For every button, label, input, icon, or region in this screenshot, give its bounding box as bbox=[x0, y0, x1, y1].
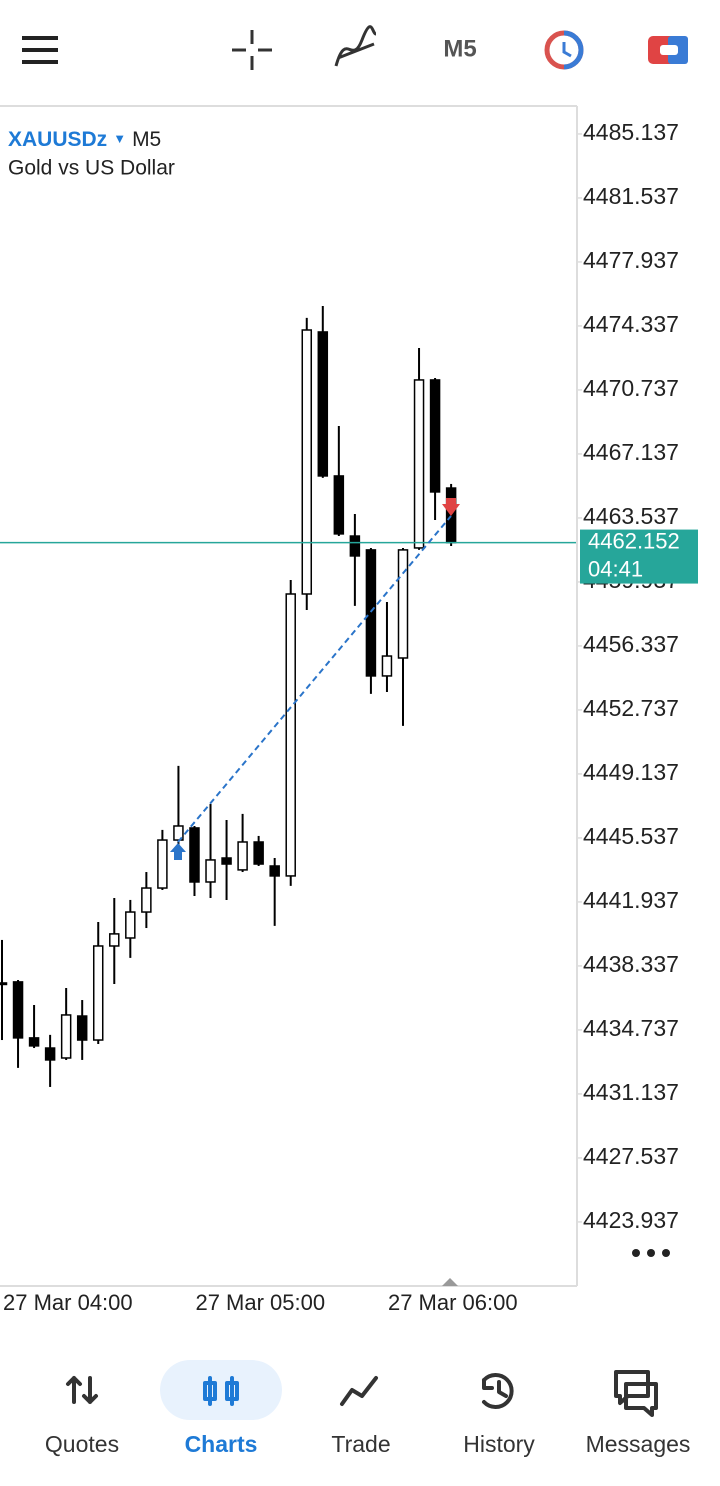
timeframe: M5 bbox=[132, 128, 161, 151]
candle-body bbox=[317, 331, 329, 477]
scroll-marker bbox=[442, 1278, 458, 1286]
bar-countdown: 04:41 bbox=[588, 556, 643, 581]
candle-body bbox=[157, 839, 168, 889]
dropdown-arrow: ▼ bbox=[113, 131, 126, 146]
y-tick-label: 4456.337 bbox=[583, 631, 679, 657]
nav-active-pill bbox=[160, 1360, 282, 1420]
menu-button[interactable] bbox=[22, 36, 58, 64]
candle-body bbox=[109, 933, 120, 947]
candle-body bbox=[381, 655, 393, 677]
x-tick-label: 27 Mar 06:00 bbox=[388, 1290, 518, 1315]
y-tick-label: 4427.537 bbox=[583, 1143, 679, 1169]
nav-label: Messages bbox=[586, 1431, 691, 1457]
candle-body bbox=[349, 535, 361, 557]
nav-item[interactable]: Quotes bbox=[45, 1376, 119, 1457]
chart[interactable]: 4485.137 4481.537 4477.937 4474.337 4470.737… bbox=[0, 119, 698, 1315]
candle-body bbox=[397, 549, 409, 659]
y-tick-label: 4463.537 bbox=[583, 503, 679, 529]
y-tick-label: 4441.937 bbox=[583, 887, 679, 913]
candle-body bbox=[253, 841, 264, 865]
y-tick-label: 4423.937 bbox=[583, 1207, 679, 1233]
buy-arrow bbox=[170, 843, 186, 860]
candle-body bbox=[269, 865, 280, 877]
candle-body bbox=[301, 329, 313, 595]
nav-icon bbox=[614, 1370, 658, 1417]
candle-body bbox=[413, 379, 425, 549]
y-tick-label: 4467.137 bbox=[583, 439, 679, 465]
nav-item[interactable]: Messages bbox=[586, 1370, 691, 1457]
nav-label: Quotes bbox=[45, 1431, 119, 1457]
y-tick-label: 4445.537 bbox=[583, 823, 679, 849]
x-tick-label: 27 Mar 04:00 bbox=[3, 1290, 133, 1315]
candle-body bbox=[333, 475, 345, 535]
y-tick-label: 4452.737 bbox=[583, 695, 679, 721]
trade-link bbox=[177, 515, 452, 843]
bottom-nav: Quotes Charts Trade History Messages bbox=[45, 1360, 690, 1457]
y-tick-label: 4434.737 bbox=[583, 1015, 679, 1041]
trade-panel-button[interactable] bbox=[648, 36, 688, 64]
y-tick-label: 4449.137 bbox=[583, 759, 679, 785]
candle-body bbox=[12, 981, 24, 1039]
symbol-description: Gold vs US Dollar bbox=[8, 157, 175, 180]
symbol-header[interactable]: XAUUSDz ▼ M5 bbox=[8, 128, 161, 151]
candle-body bbox=[285, 593, 296, 877]
current-price-box bbox=[580, 529, 698, 584]
candle-body bbox=[141, 887, 152, 913]
candle-body bbox=[44, 1047, 56, 1061]
candle-body bbox=[429, 379, 441, 493]
y-tick-label: 4431.137 bbox=[583, 1079, 679, 1105]
candle-body bbox=[60, 1014, 72, 1059]
symbol[interactable]: XAUUSDz bbox=[8, 128, 107, 151]
candle-body bbox=[189, 827, 200, 883]
more-button[interactable] bbox=[632, 1249, 670, 1257]
candle-body bbox=[237, 841, 248, 871]
candle-body bbox=[221, 857, 232, 865]
candle-body bbox=[28, 1037, 40, 1047]
nav-item[interactable]: History bbox=[463, 1373, 535, 1457]
crosshair-button[interactable] bbox=[232, 30, 272, 70]
y-tick-label: 4477.937 bbox=[583, 247, 679, 273]
x-tick-label: 27 Mar 05:00 bbox=[195, 1290, 325, 1315]
candle-body bbox=[0, 982, 8, 986]
timeframe-button[interactable]: M5 bbox=[443, 35, 476, 62]
sell-arrow bbox=[442, 498, 460, 516]
y-tick-label: 4474.337 bbox=[583, 311, 679, 337]
candle-body bbox=[76, 1015, 88, 1041]
candle-body bbox=[125, 911, 136, 939]
nav-icon bbox=[340, 1376, 378, 1406]
nav-label: History bbox=[463, 1431, 535, 1457]
candle-body bbox=[92, 945, 104, 1041]
nav-icon bbox=[482, 1373, 514, 1409]
y-tick-label: 4485.137 bbox=[583, 119, 679, 145]
candle-body bbox=[365, 549, 377, 677]
nav-icon bbox=[203, 1376, 239, 1406]
current-price-label: 4462.152 bbox=[588, 528, 680, 553]
nav-label: Charts bbox=[185, 1431, 258, 1457]
nav-icon bbox=[66, 1376, 98, 1404]
nav-label: Trade bbox=[331, 1431, 390, 1457]
candle-body bbox=[205, 859, 216, 883]
nav-item[interactable]: Trade bbox=[331, 1376, 391, 1457]
nav-item[interactable]: Charts bbox=[160, 1360, 282, 1457]
y-tick-label: 4481.537 bbox=[583, 183, 679, 209]
indicators-button[interactable] bbox=[334, 25, 377, 67]
y-tick-label: 4470.737 bbox=[583, 375, 679, 401]
clock-button[interactable] bbox=[544, 30, 584, 70]
y-tick-label: 4438.337 bbox=[583, 951, 679, 977]
